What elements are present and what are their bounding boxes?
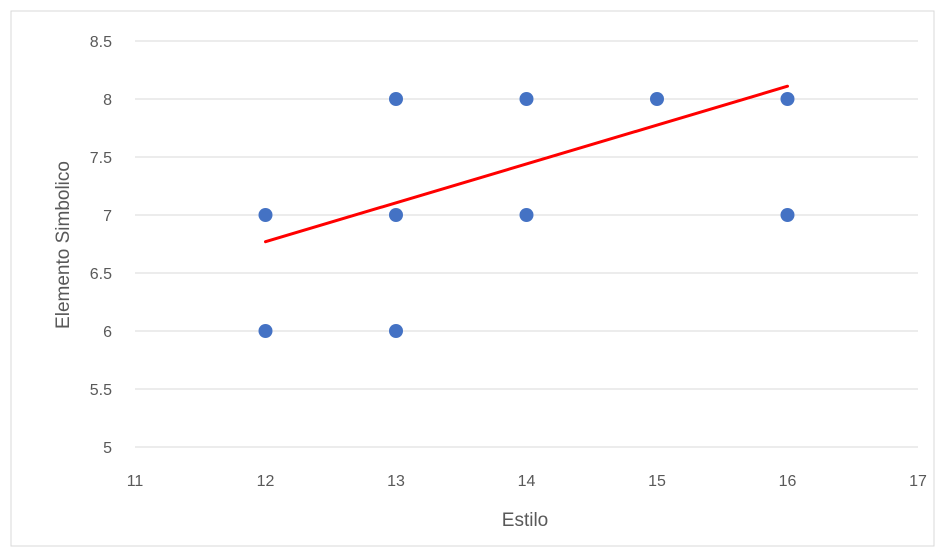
data-point bbox=[389, 208, 403, 222]
x-tick-label: 14 bbox=[518, 473, 536, 490]
data-point bbox=[389, 92, 403, 106]
y-tick-label: 6.5 bbox=[90, 266, 112, 283]
data-points bbox=[258, 92, 795, 338]
y-tick-label: 8.5 bbox=[90, 34, 112, 51]
data-point bbox=[650, 92, 664, 106]
y-axis-tick-labels: 5 5.5 6 6.5 7 7.5 8 8.5 bbox=[90, 34, 112, 457]
y-tick-label: 7.5 bbox=[90, 150, 112, 167]
y-tick-label: 6 bbox=[103, 324, 112, 341]
data-point bbox=[519, 92, 534, 106]
y-tick-label: 5.5 bbox=[90, 382, 112, 399]
x-tick-label: 12 bbox=[257, 473, 275, 490]
x-tick-label: 11 bbox=[127, 473, 144, 490]
x-axis-tick-labels: 11 12 13 14 15 16 17 bbox=[127, 473, 927, 490]
y-tick-label: 5 bbox=[103, 440, 112, 457]
data-point bbox=[258, 208, 273, 222]
data-point bbox=[519, 208, 534, 222]
y-axis-title: Elemento Simbolico bbox=[53, 161, 74, 329]
data-point bbox=[258, 324, 273, 338]
x-tick-label: 15 bbox=[648, 473, 666, 490]
trendline bbox=[264, 84, 789, 244]
data-point bbox=[780, 208, 795, 222]
x-axis-title: Estilo bbox=[502, 510, 548, 531]
x-tick-label: 16 bbox=[779, 473, 797, 490]
x-tick-label: 17 bbox=[909, 473, 927, 490]
chart-area bbox=[10, 10, 935, 547]
data-point bbox=[389, 324, 403, 338]
x-tick-label: 13 bbox=[387, 473, 405, 490]
data-point bbox=[780, 92, 795, 106]
y-tick-label: 7 bbox=[103, 208, 112, 225]
y-tick-label: 8 bbox=[103, 92, 112, 109]
